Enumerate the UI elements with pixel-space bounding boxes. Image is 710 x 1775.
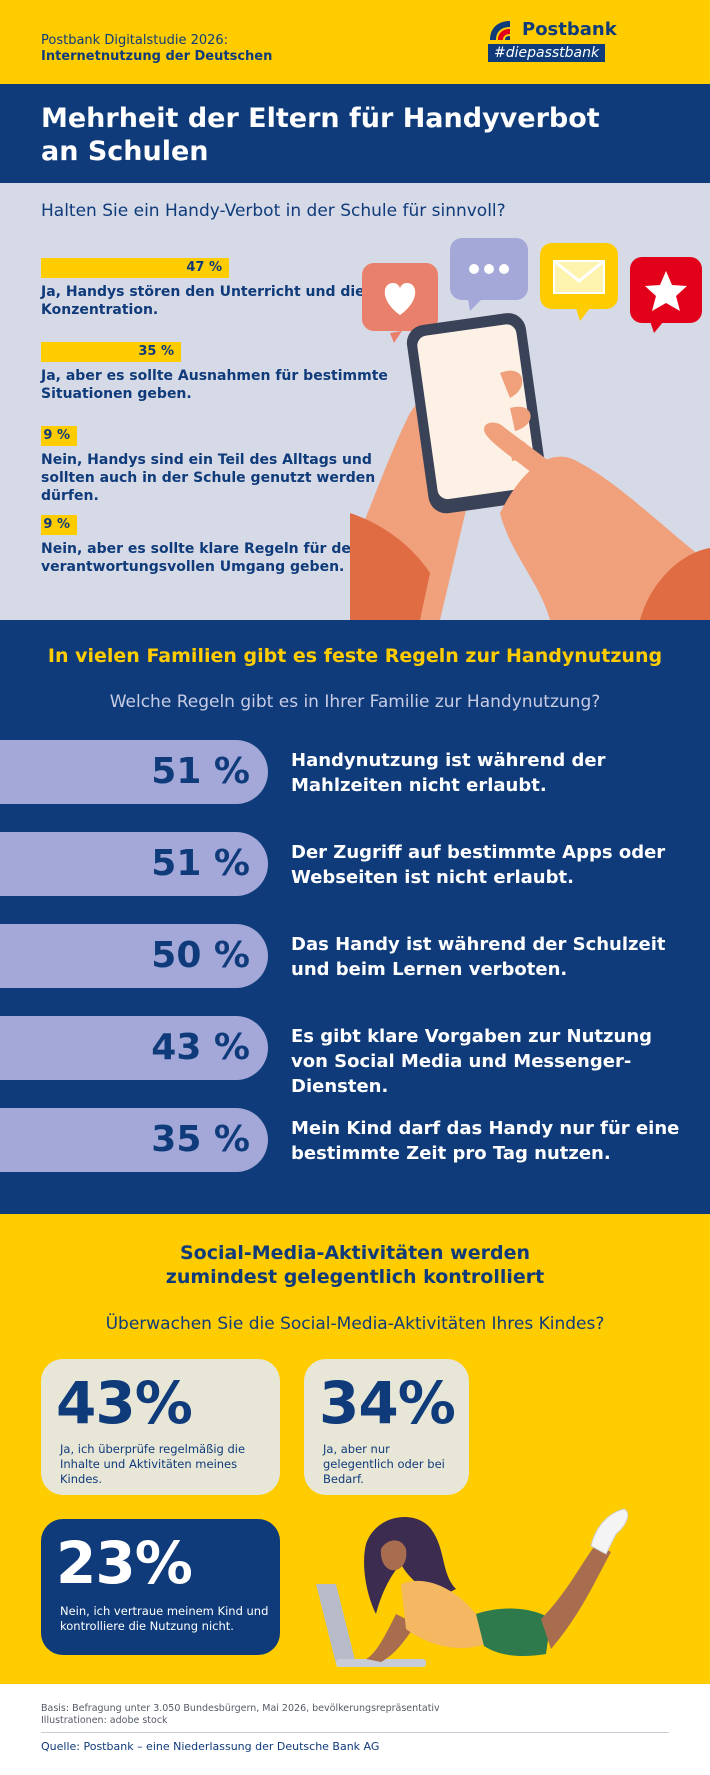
monitor-card-regular: 43% Ja, ich überprüfe regelmäßig die Inh… <box>41 1359 280 1495</box>
right-sleeve <box>640 548 710 620</box>
family-rule-pill: 43 % <box>0 1016 268 1080</box>
school-ban-question: Halten Sie ein Handy-Verbot in der Schul… <box>41 201 506 221</box>
family-rule-text: Das Handy ist während der Schulzeit und … <box>291 934 666 980</box>
monitor-card-none: 23% Nein, ich vertraue meinem Kind und k… <box>41 1519 280 1655</box>
social-media-title: Social-Media-Aktivitäten werden zumindes… <box>0 1241 710 1289</box>
social-media-question: Überwachen Sie die Social-Media-Aktivitä… <box>105 1314 605 1334</box>
family-rules-section: In vielen Familien gibt es feste Regeln … <box>0 620 710 1214</box>
girl-shorts <box>476 1608 551 1657</box>
study-subtitle: Internetnutzung der Deutschen <box>41 49 273 64</box>
family-rules-title: In vielen Familien gibt es feste Regeln … <box>47 645 663 667</box>
school-ban-pct: 47 % <box>186 260 222 275</box>
family-rule-value: 50 % <box>151 935 250 976</box>
girl-legs <box>541 1544 611 1649</box>
footer: Basis: Befragung unter 3.050 Bundesbürge… <box>0 1684 710 1775</box>
family-rule-pill: 50 % <box>0 924 268 988</box>
school-ban-pct: 35 % <box>138 344 174 359</box>
school-ban-answer: Nein, Handys sind ein Teil des Alltags u… <box>41 452 376 504</box>
school-ban-bar: 35 % <box>41 342 181 362</box>
girl-shoe-icon <box>590 1508 629 1555</box>
mail-bubble-icon <box>540 243 618 321</box>
school-ban-bar: 9 % <box>41 515 77 535</box>
laptop-base <box>336 1659 426 1667</box>
girl-with-laptop-illustration <box>316 1508 629 1667</box>
study-label: Postbank Digitalstudie 2026: <box>41 33 229 48</box>
school-ban-bar: 47 % <box>41 258 229 278</box>
family-rule-text: Der Zugriff auf bestimmte Apps oder Webs… <box>291 842 666 888</box>
family-rule-row: 51 % Handynutzung ist während der Mahlze… <box>0 740 710 804</box>
laptop-screen <box>316 1584 356 1664</box>
family-rule-pill: 51 % <box>0 832 268 896</box>
family-rule-value: 43 % <box>151 1027 250 1068</box>
school-ban-item: 47 % Ja, Handys stören den Unterricht un… <box>41 258 401 319</box>
family-rule-row: 35 % Mein Kind darf das Handy nur für ei… <box>0 1108 710 1172</box>
right-hand <box>500 456 710 620</box>
family-rule-value: 51 % <box>151 843 250 884</box>
footer-illustrations-credit: Illustrationen: adobe stock <box>41 1715 168 1726</box>
social-media-title-text: Social-Media-Aktivitäten werden zumindes… <box>165 1242 545 1288</box>
school-ban-section: Halten Sie ein Handy-Verbot in der Schul… <box>0 183 710 620</box>
logo-wordmark: Postbank <box>522 19 617 40</box>
monitor-card-value: 34% <box>319 1369 456 1437</box>
school-ban-item: 35 % Ja, aber es sollte Ausnahmen für be… <box>41 342 401 403</box>
monitor-card-value: 23% <box>56 1529 193 1597</box>
postbank-logo-mark-icon <box>490 21 510 40</box>
monitor-card-text: Nein, ich vertraue meinem Kind und kontr… <box>60 1604 269 1633</box>
monitor-card-text: Ja, aber nur gelegentlich oder bei Bedar… <box>323 1442 445 1486</box>
smartphone <box>406 313 548 514</box>
school-ban-bar: 9 % <box>41 426 77 446</box>
school-ban-answer: Ja, aber es sollte Ausnahmen für bestimm… <box>41 368 388 402</box>
school-ban-answer: Ja, Handys stören den Unterricht und die… <box>41 284 365 318</box>
girl-face <box>380 1540 407 1571</box>
family-rule-text: Handynutzung ist während der Mahlzeiten … <box>291 750 606 796</box>
school-ban-pct: 9 % <box>43 428 70 443</box>
monitor-card-occasional: 34% Ja, aber nur gelegentlich oder bei B… <box>304 1359 469 1495</box>
star-bubble-icon <box>630 257 702 333</box>
family-rule-text: Es gibt klare Vorgaben zur Nutzung von S… <box>291 1026 653 1097</box>
family-rule-row: 51 % Der Zugriff auf bestimmte Apps oder… <box>0 832 710 896</box>
school-ban-pct: 9 % <box>43 517 70 532</box>
family-rule-pill: 35 % <box>0 1108 268 1172</box>
family-rule-row: 50 % Das Handy ist während der Schulzeit… <box>0 924 710 988</box>
school-ban-item: 9 % Nein, Handys sind ein Teil des Allta… <box>41 426 411 505</box>
social-media-section: Social-Media-Aktivitäten werden zumindes… <box>0 1214 710 1684</box>
girl-shirt <box>401 1580 486 1649</box>
family-rule-row: 43 % Es gibt klare Vorgaben zur Nutzung … <box>0 1016 710 1097</box>
left-fingers <box>500 370 531 461</box>
family-rule-pill: 51 % <box>0 740 268 804</box>
family-rule-value: 35 % <box>151 1119 250 1160</box>
school-ban-answer: Nein, aber es sollte klare Regeln für de… <box>41 541 361 575</box>
girl-arm <box>366 1614 416 1662</box>
page-title: Mehrheit der Eltern für Handyverbot an S… <box>41 103 600 167</box>
footer-basis: Basis: Befragung unter 3.050 Bundesbürge… <box>41 1703 440 1714</box>
footer-source: Quelle: Postbank – eine Niederlassung de… <box>41 1740 380 1753</box>
left-sleeve <box>350 513 430 620</box>
footer-divider <box>41 1732 669 1733</box>
smartphone-hands-illustration <box>350 238 710 620</box>
monitor-card-value: 43% <box>56 1369 193 1437</box>
family-rules-question: Welche Regeln gibt es in Ihrer Familie z… <box>109 692 601 712</box>
monitor-card-text: Ja, ich überprüfe regelmäßig die Inhalte… <box>60 1442 246 1486</box>
title-band: Mehrheit der Eltern für Handyverbot an S… <box>0 84 710 183</box>
family-rule-text: Mein Kind darf das Handy nur für eine be… <box>291 1118 680 1164</box>
logo-hashtag: #diepasstbank <box>488 44 606 62</box>
heart-bubble-icon <box>362 263 438 343</box>
header: Postbank Digitalstudie 2026: Internetnut… <box>0 0 710 84</box>
right-index-finger <box>484 422 565 483</box>
school-ban-item: 9 % Nein, aber es sollte klare Regeln fü… <box>41 515 401 576</box>
family-rule-value: 51 % <box>151 751 250 792</box>
chat-bubble-icon <box>450 238 528 311</box>
postbank-logo: Postbank #diepasstbank <box>486 18 617 66</box>
